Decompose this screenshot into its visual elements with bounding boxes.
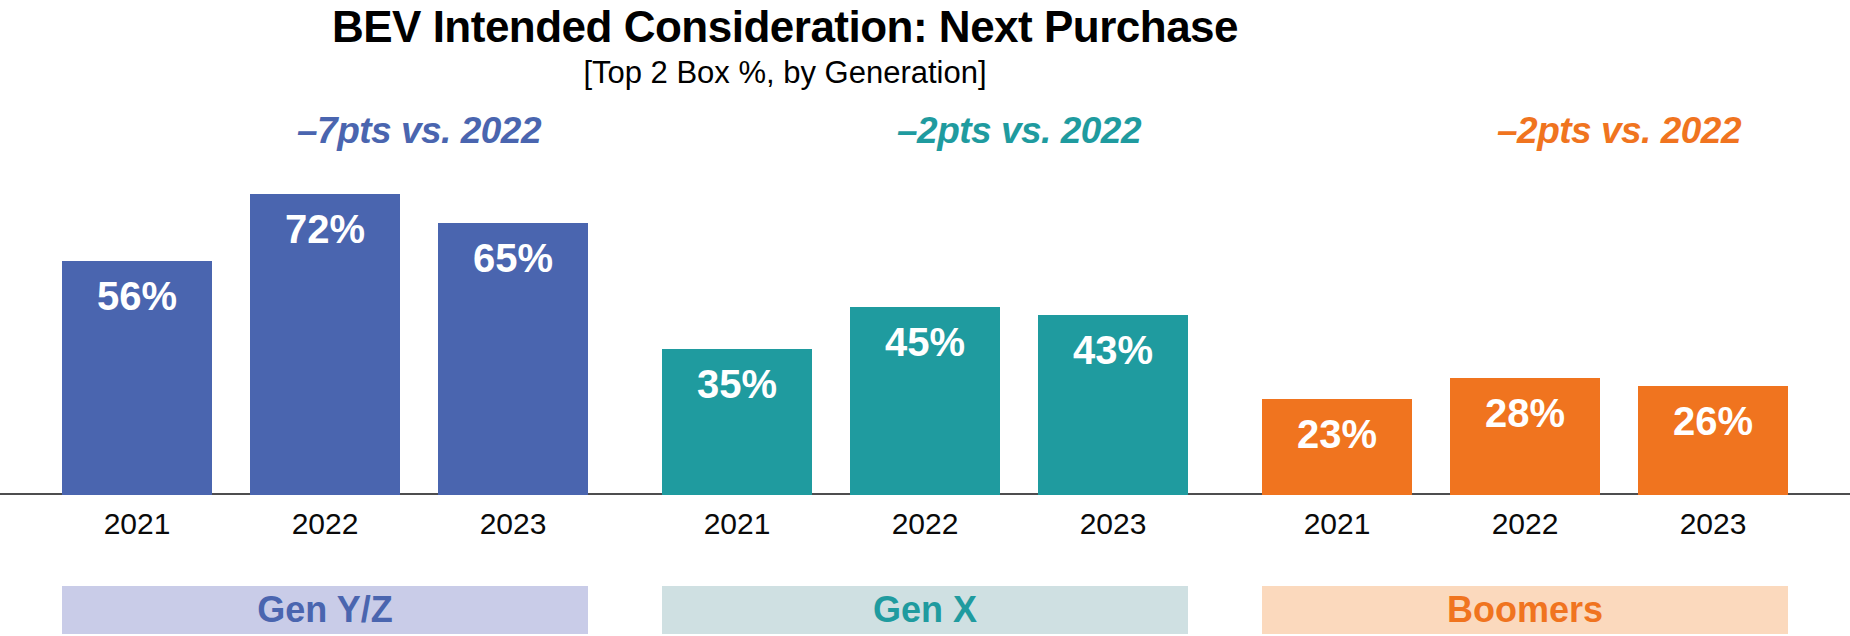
bar-gen-y-z-2022: 72%	[250, 194, 400, 495]
bar-group-boomers: 23% 28% 26%	[1262, 2, 1788, 495]
bar-gen-x-2022: 45%	[850, 307, 1000, 495]
generation-band-gen-x: Gen X	[662, 586, 1188, 634]
bar-group-gen-x: 35% 45% 43%	[662, 2, 1188, 495]
bands-row: Gen Y/Z Gen X Boomers	[0, 586, 1850, 634]
year-labels-boomers: 2021 2022 2023	[1262, 507, 1788, 541]
bar-gen-x-2023: 43%	[1038, 315, 1188, 495]
bar-gen-y-z-2023: 65%	[438, 223, 588, 495]
year-label: 2022	[1450, 507, 1600, 541]
year-label: 2023	[438, 507, 588, 541]
year-label: 2023	[1038, 507, 1188, 541]
year-labels-gen-x: 2021 2022 2023	[662, 507, 1188, 541]
year-label: 2023	[1638, 507, 1788, 541]
chart-stage: BEV Intended Consideration: Next Purchas…	[0, 0, 1850, 636]
year-label: 2022	[850, 507, 1000, 541]
bar-gen-x-2021: 35%	[662, 349, 812, 495]
year-labels-gen-y-z: 2021 2022 2023	[62, 507, 588, 541]
generation-band-gen-y-z: Gen Y/Z	[62, 586, 588, 634]
year-label: 2021	[1262, 507, 1412, 541]
bar-boomers-2023: 26%	[1638, 386, 1788, 495]
bar-value-label: 72%	[285, 207, 365, 251]
bar-value-label: 35%	[697, 362, 777, 406]
bar-value-label: 43%	[1073, 328, 1153, 372]
bar-value-label: 28%	[1485, 391, 1565, 435]
year-label: 2021	[62, 507, 212, 541]
bar-boomers-2021: 23%	[1262, 399, 1412, 495]
chart-canvas: 56% 72% 65% 35% 45% 43% 23% 28% 26%	[0, 0, 1850, 495]
bar-value-label: 23%	[1297, 412, 1377, 456]
year-label: 2021	[662, 507, 812, 541]
bar-boomers-2022: 28%	[1450, 378, 1600, 495]
bar-group-gen-y-z: 56% 72% 65%	[62, 2, 588, 495]
generation-band-boomers: Boomers	[1262, 586, 1788, 634]
year-label: 2022	[250, 507, 400, 541]
bar-value-label: 65%	[473, 236, 553, 280]
bar-value-label: 56%	[97, 274, 177, 318]
bar-value-label: 45%	[885, 320, 965, 364]
years-row: 2021 2022 2023 2021 2022 2023 2021 2022 2023	[0, 507, 1850, 547]
bar-gen-y-z-2021: 56%	[62, 261, 212, 495]
bar-value-label: 26%	[1673, 399, 1753, 443]
